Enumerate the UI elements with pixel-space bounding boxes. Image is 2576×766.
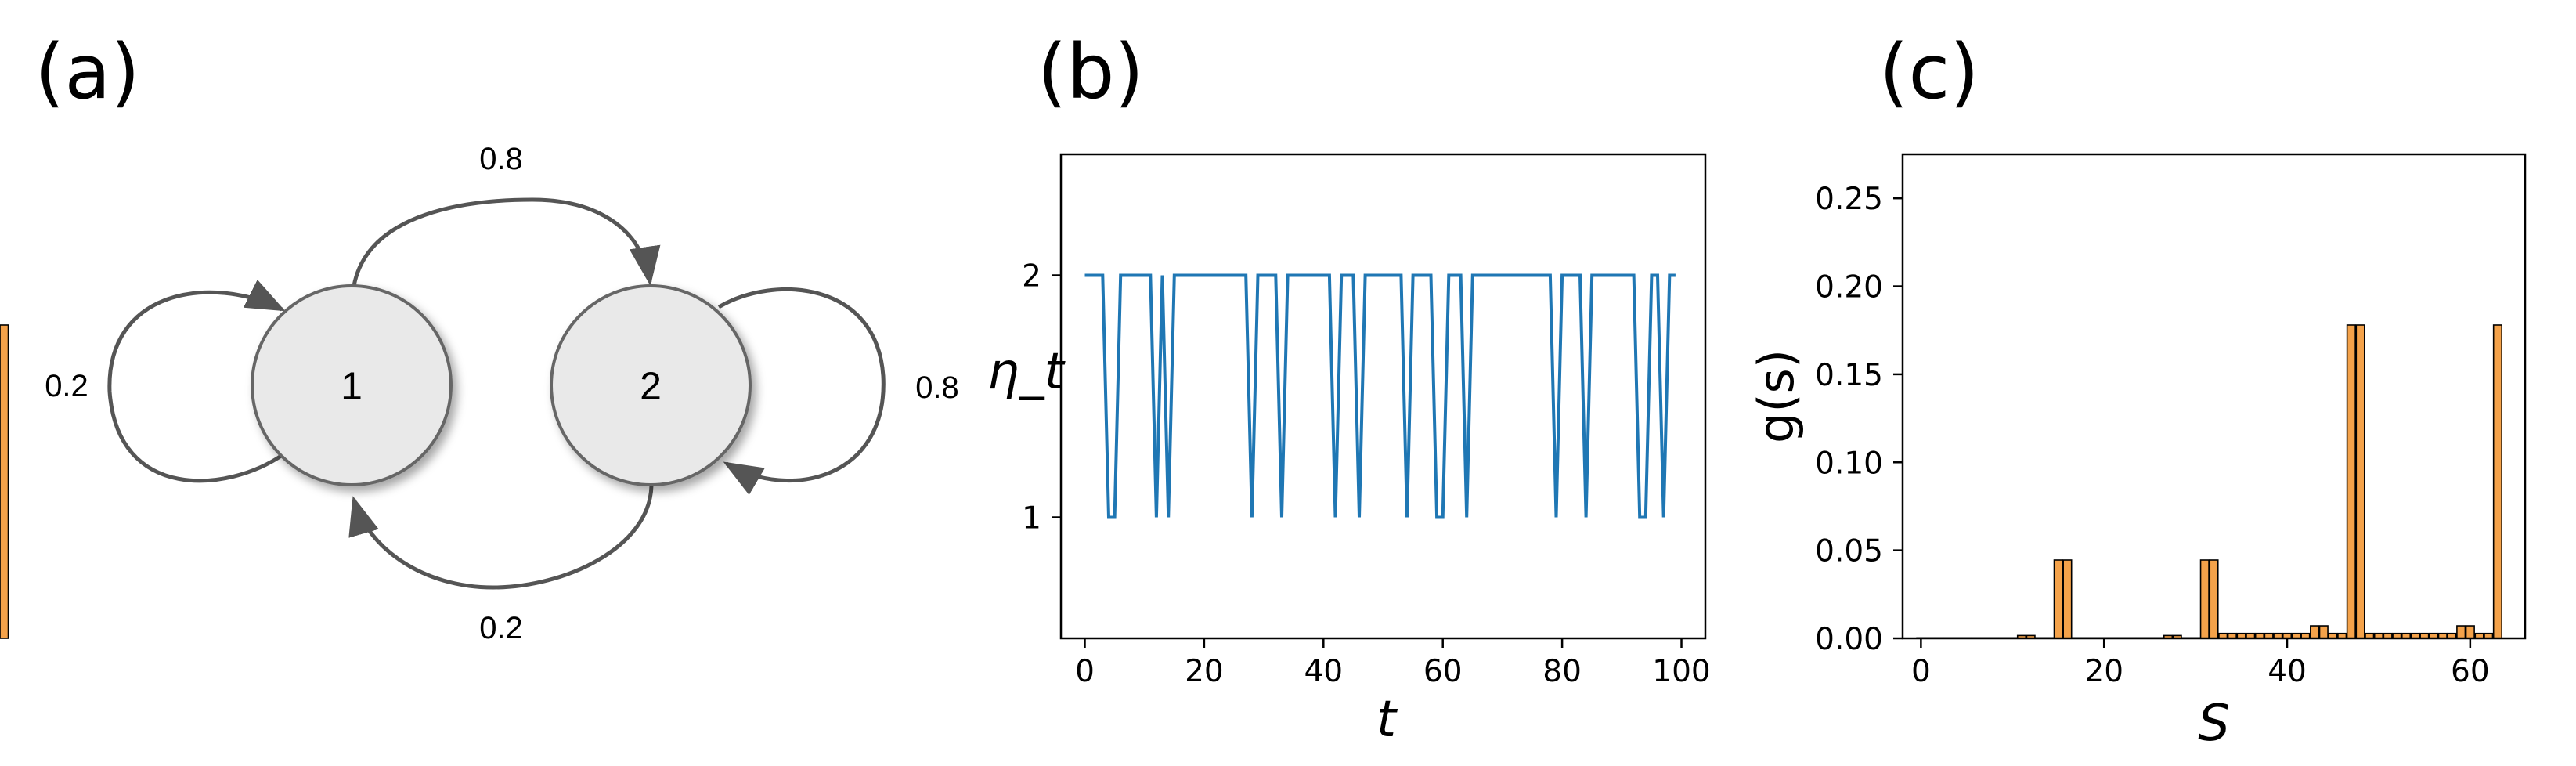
panel-b: (b) 0 20 40 60 80 100 1 2 t η_t (987, 28, 1711, 749)
y-tick-label: 0.15 (1815, 358, 1883, 393)
edge-self-1 (107, 280, 286, 483)
panel-a: (a) 1 2 0.2 0.8 0.2 0.8 (35, 28, 959, 645)
edge-label-1-to-2: 0.8 (479, 142, 523, 176)
time-series-chart: 0 20 40 60 80 100 1 2 t η_t (987, 153, 1711, 749)
histogram-bar (2346, 324, 2356, 639)
x-tick-label: 40 (1304, 654, 1343, 689)
series-line (1084, 273, 1676, 519)
y-tick-label: 0.25 (1815, 182, 1883, 217)
y-axis-label: g(s) (1748, 349, 1805, 443)
state-node-1-label: 1 (341, 364, 363, 408)
plot-frame (1901, 153, 2527, 640)
y-tick-label: 0.10 (1815, 446, 1883, 481)
y-tick-label: 0.00 (1815, 622, 1883, 657)
plot-frame (1059, 153, 1707, 640)
panel-label-b: (b) (1037, 28, 1144, 116)
y-tick-label: 2 (1022, 259, 1041, 294)
histogram-bar (2062, 559, 2073, 639)
x-tick-label: 100 (1652, 654, 1710, 689)
x-tick-label: 0 (1911, 654, 1931, 689)
histogram-bar (2199, 559, 2210, 639)
panel-label-c: (c) (1879, 28, 1979, 116)
edge-label-2-to-1: 0.2 (479, 611, 523, 645)
x-tick-label: 80 (1542, 654, 1582, 689)
histogram-bar (2318, 625, 2329, 639)
x-tick-label: 20 (1185, 654, 1224, 689)
x-tick-label: 60 (2451, 654, 2490, 689)
y-tick-label: 0.05 (1815, 534, 1883, 569)
histogram-bar (2492, 324, 2502, 639)
edge-label-self-2: 0.8 (915, 370, 959, 405)
histogram-bar (2355, 324, 2365, 639)
x-tick-label: 0 (1075, 654, 1095, 689)
x-tick-label: 40 (2268, 654, 2307, 689)
edge-self-2 (717, 287, 886, 495)
state-node-1 (251, 284, 453, 486)
state-node-2-label: 2 (640, 364, 662, 408)
edge-label-self-1: 0.2 (45, 369, 88, 403)
histogram-bar (2465, 625, 2475, 639)
edge-1-to-2 (352, 197, 661, 287)
x-tick-label: 20 (2084, 654, 2123, 689)
histogram-bar (2310, 625, 2320, 639)
edge-2-to-1 (348, 485, 654, 590)
histogram-bar (2209, 559, 2219, 639)
y-tick-label: 1 (1022, 501, 1041, 537)
y-axis-label: η_t (987, 343, 1066, 401)
histogram-bar (0, 324, 9, 639)
x-axis-label: t (1376, 691, 1398, 749)
panel-label-a: (a) (35, 28, 140, 116)
state-node-2 (550, 284, 752, 486)
y-tick-label: 0.20 (1815, 270, 1883, 305)
x-axis-label: S (2198, 695, 2230, 753)
histogram-bar (2456, 625, 2466, 639)
histogram-bar (2053, 559, 2063, 639)
x-tick-label: 60 (1423, 654, 1463, 689)
